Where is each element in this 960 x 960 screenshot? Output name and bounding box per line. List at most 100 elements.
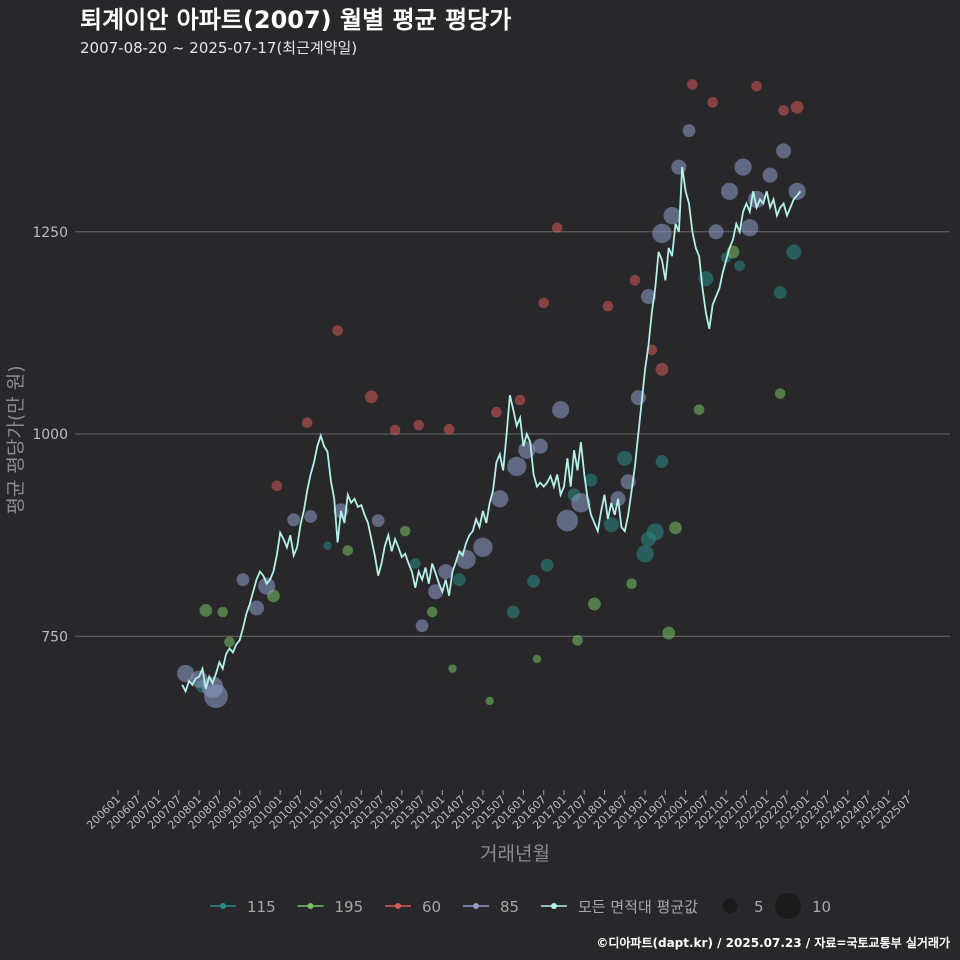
y-tick-label: 750 xyxy=(41,629,68,645)
size-legend-item: 5 xyxy=(722,898,764,916)
point-60 xyxy=(790,100,804,114)
point-60 xyxy=(332,325,343,336)
point-115 xyxy=(617,450,633,466)
y-axis-ticks: 750 1000 1250 xyxy=(32,225,68,645)
point-195 xyxy=(588,597,601,611)
point-195 xyxy=(448,664,457,673)
point-115 xyxy=(636,545,654,563)
x-axis-title: 거래년월 xyxy=(480,843,550,865)
point-115 xyxy=(655,455,669,468)
point-195 xyxy=(224,636,235,648)
point-60 xyxy=(413,419,425,431)
point-115 xyxy=(506,605,520,619)
point-60 xyxy=(271,480,283,492)
point-85 xyxy=(532,438,548,454)
point-60 xyxy=(629,275,641,286)
point-85 xyxy=(571,493,591,513)
point-60 xyxy=(514,394,526,406)
point-195 xyxy=(485,696,494,706)
point-85 xyxy=(176,664,195,683)
legend-item: 195 xyxy=(297,898,364,916)
y-tick-label: 1250 xyxy=(32,225,68,241)
point-85 xyxy=(491,490,509,508)
point-85 xyxy=(552,401,570,419)
point-85 xyxy=(304,510,317,523)
grid-lines xyxy=(75,231,950,637)
point-60 xyxy=(301,417,313,429)
point-195 xyxy=(572,635,583,646)
point-85 xyxy=(506,456,527,477)
point-85 xyxy=(720,182,739,200)
point-60 xyxy=(602,300,614,312)
point-60 xyxy=(646,344,658,356)
point-115 xyxy=(452,573,466,587)
x-axis-ticks: 2006012006072007012007072008012008072009… xyxy=(84,790,914,832)
point-85 xyxy=(249,600,265,616)
point-85 xyxy=(371,514,385,528)
point-195 xyxy=(342,545,354,556)
point-60 xyxy=(707,97,718,108)
point-60 xyxy=(538,297,550,309)
point-60 xyxy=(687,79,698,90)
point-115 xyxy=(734,260,745,272)
average-line xyxy=(181,166,802,694)
legend-item: 60 xyxy=(385,898,441,916)
point-85 xyxy=(518,441,536,459)
point-85 xyxy=(438,564,454,580)
svg-text:10: 10 xyxy=(812,898,831,916)
point-115 xyxy=(584,473,598,487)
point-60 xyxy=(655,362,669,376)
point-195 xyxy=(774,388,786,399)
point-115 xyxy=(786,244,802,260)
point-60 xyxy=(778,105,789,116)
chart-subtitle: 2007-08-20 ~ 2025-07-17(최근계약일) xyxy=(80,39,357,57)
point-195 xyxy=(532,654,542,664)
point-60 xyxy=(389,424,401,436)
legend: 115 195 60 85 모든 면적대 평균값 5 10 xyxy=(210,893,831,919)
point-85 xyxy=(258,577,276,595)
point-85 xyxy=(640,289,656,305)
point-85 xyxy=(734,158,752,176)
point-60 xyxy=(443,423,455,435)
point-85 xyxy=(663,207,681,225)
point-60 xyxy=(551,222,563,234)
point-195 xyxy=(399,525,411,537)
point-60 xyxy=(751,80,762,92)
point-85 xyxy=(556,509,579,532)
average-line-path xyxy=(181,166,802,694)
point-85 xyxy=(682,124,696,138)
point-115 xyxy=(323,541,332,550)
y-tick-label: 1000 xyxy=(32,427,68,443)
svg-text:5: 5 xyxy=(754,898,764,916)
point-115 xyxy=(527,574,540,588)
point-85 xyxy=(236,573,250,587)
scatter-points xyxy=(176,79,806,709)
point-85 xyxy=(428,584,444,600)
point-85 xyxy=(741,219,759,237)
point-195 xyxy=(426,606,438,618)
point-85 xyxy=(287,513,301,527)
point-85 xyxy=(671,159,687,175)
point-115 xyxy=(646,523,664,541)
point-195 xyxy=(693,404,705,416)
point-85 xyxy=(204,684,228,709)
svg-text:85: 85 xyxy=(500,898,519,916)
legend-item: 85 xyxy=(463,898,519,916)
source-caption: ©디아파트(dapt.kr) / 2025.07.23 / 자료=국토교통부 실… xyxy=(596,935,950,950)
size-legend-item: 10 xyxy=(775,893,831,919)
chart-title: 퇴계이안 아파트(2007) 월별 평균 평당가 xyxy=(80,6,511,34)
point-195 xyxy=(669,521,682,535)
point-195 xyxy=(662,626,676,640)
point-85 xyxy=(473,537,493,558)
point-195 xyxy=(217,606,229,618)
y-axis-title: 평균 평당가(만 원) xyxy=(5,365,27,514)
point-85 xyxy=(652,223,672,244)
legend-item: 115 xyxy=(210,898,276,916)
point-85 xyxy=(762,167,778,183)
svg-text:115: 115 xyxy=(247,898,276,916)
point-115 xyxy=(410,558,421,569)
point-85 xyxy=(415,619,429,633)
point-85 xyxy=(776,143,792,159)
svg-text:195: 195 xyxy=(335,898,364,916)
